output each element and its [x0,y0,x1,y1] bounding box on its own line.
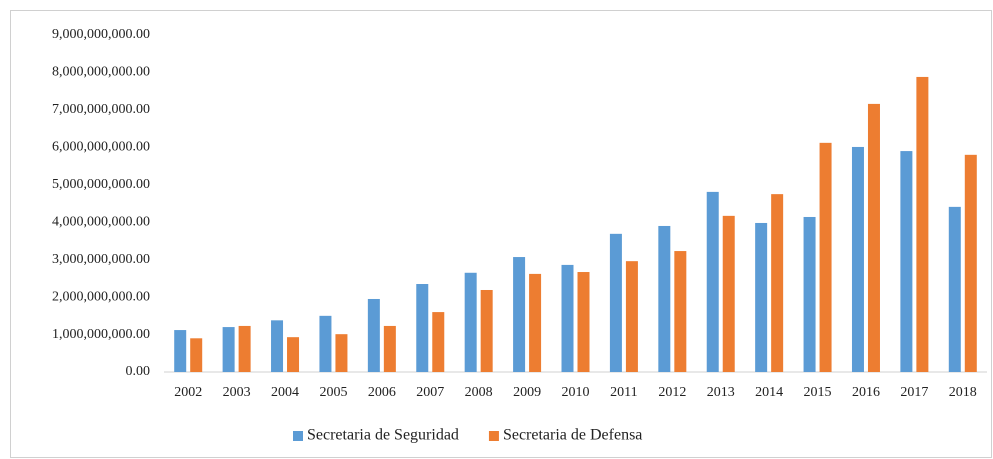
bar [819,142,832,372]
bar [319,315,332,372]
bar [948,206,961,372]
bar [577,272,590,372]
bar [755,222,768,372]
bar [383,325,396,372]
bar [190,338,203,372]
y-tick-label: 4,000,000,000.00 [52,214,150,229]
bar [867,103,880,373]
y-tick-label: 1,000,000,000.00 [52,327,150,342]
y-tick-label: 9,000,000,000.00 [52,27,150,42]
y-tick-label: 5,000,000,000.00 [52,177,150,192]
bar [480,289,493,372]
y-tick-label: 2,000,000,000.00 [52,289,150,304]
legend-swatch [488,431,499,441]
y-tick-label: 6,000,000,000.00 [52,140,150,155]
bar [432,312,445,372]
bar [529,273,542,372]
y-tick-label: 3,000,000,000.00 [52,252,150,267]
x-tick-label: 2015 [804,385,832,400]
bar [367,298,380,372]
x-tick-label: 2007 [416,385,444,400]
bar [416,284,429,372]
y-tick-label: 8,000,000,000.00 [52,65,150,80]
x-tick-label: 2012 [658,385,686,400]
x-tick-label: 2003 [223,385,251,400]
bar [238,325,251,372]
bar [335,334,348,372]
x-tick-label: 2004 [271,385,299,400]
bar [222,327,235,372]
x-tick-label: 2016 [852,385,880,400]
bar [771,194,784,372]
bar [561,264,574,372]
bar [287,337,300,372]
x-tick-label: 2010 [562,385,590,400]
x-tick-label: 2008 [465,385,493,400]
bar [658,225,671,372]
bar [609,233,622,372]
bar [674,251,687,372]
x-tick-label: 2017 [900,385,928,400]
x-tick-label: 2006 [368,385,396,400]
bar [464,272,477,372]
y-tick-label: 7,000,000,000.00 [52,102,150,117]
x-tick-label: 2009 [513,385,541,400]
bar [964,154,977,372]
bar [851,146,864,372]
bar [916,76,929,372]
bar [625,261,638,372]
bar [513,257,526,372]
bar [722,215,735,372]
legend-swatch [293,431,303,441]
legend-label: Secretaria de Defensa [503,427,642,444]
x-tick-label: 2014 [755,385,783,400]
x-tick-label: 2005 [319,385,347,400]
bar [706,191,719,372]
chart-frame [10,10,992,458]
y-tick-label: 0.00 [126,364,151,379]
bar [900,151,913,372]
x-tick-label: 2013 [707,385,735,400]
bar [803,216,816,372]
bar [271,320,284,372]
x-tick-label: 2018 [949,385,977,400]
legend-label: Secretaria de Seguridad [307,427,459,444]
bar [174,330,187,372]
x-tick-label: 2002 [174,385,202,400]
x-tick-label: 2011 [610,385,637,400]
